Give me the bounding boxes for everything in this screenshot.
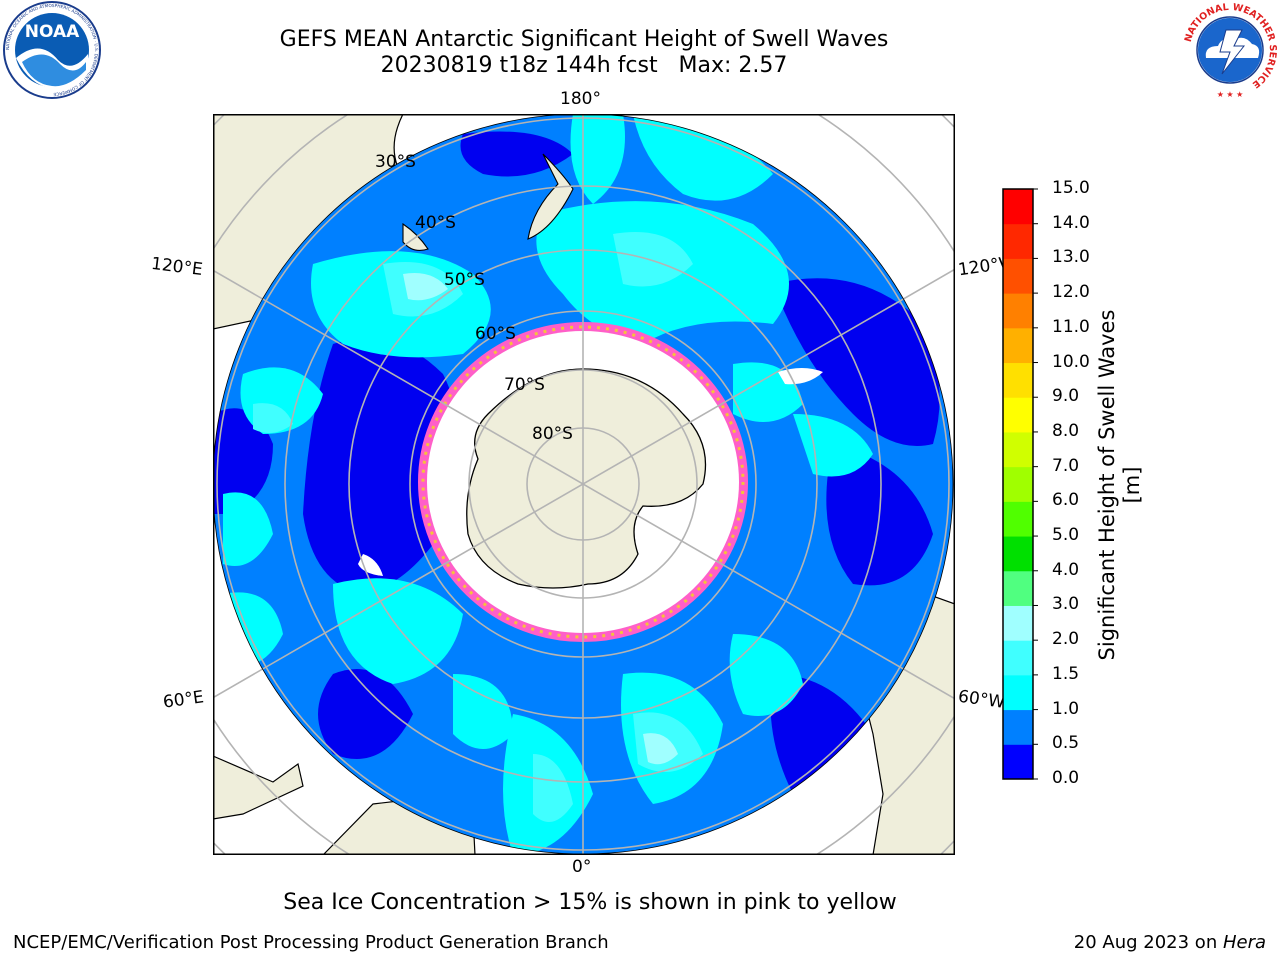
colorbar-label: Significant Height of Swell Waves [m] bbox=[1095, 309, 1144, 661]
colorbar-tick-label: 4.0 bbox=[1052, 559, 1080, 580]
colorbar-segment bbox=[1003, 431, 1033, 468]
colorbar-tick-label: 10.0 bbox=[1052, 351, 1090, 372]
antarctic-swell-map bbox=[213, 114, 955, 855]
colorbar-segment bbox=[1003, 501, 1033, 537]
footer-date-text: 20 Aug 2023 on bbox=[1073, 932, 1223, 953]
graticule bbox=[213, 114, 955, 855]
lon-label-60e: 60°E bbox=[161, 687, 206, 713]
colorbar-segment bbox=[1003, 570, 1033, 606]
colorbar-tick-label: 1.0 bbox=[1052, 698, 1080, 719]
sea-ice-caption: Sea Ice Concentration > 15% is shown in … bbox=[283, 890, 897, 915]
svg-text:★ ★ ★: ★ ★ ★ bbox=[1217, 90, 1244, 99]
colorbar-tick-label: 1.5 bbox=[1052, 663, 1080, 684]
colorbar-tick-label: 6.0 bbox=[1052, 490, 1080, 511]
colorbar-segment bbox=[1003, 466, 1033, 502]
swell-0.0-0.5 bbox=[213, 131, 940, 794]
antarctica-land bbox=[466, 368, 707, 589]
colorbar-tick-label: 0.5 bbox=[1052, 733, 1080, 754]
colorbar-tick-label: 2.0 bbox=[1052, 629, 1080, 650]
chart-title: GEFS MEAN Antarctic Significant Height o… bbox=[279, 27, 889, 52]
lat-label-70s: 70°S bbox=[504, 375, 545, 395]
lon-label-180: 180° bbox=[560, 89, 601, 109]
colorbar-tick-label: 0.0 bbox=[1052, 768, 1080, 788]
colorbar-segment bbox=[1003, 640, 1033, 676]
footer-system: Hera bbox=[1222, 932, 1266, 953]
colorbar-tick-label: 7.0 bbox=[1052, 455, 1080, 476]
lat-label-30s: 30°S bbox=[375, 152, 416, 172]
colorbar-segment bbox=[1003, 674, 1033, 711]
colorbar-tick-label: 3.0 bbox=[1052, 594, 1080, 615]
lat-label-50s: 50°S bbox=[444, 270, 485, 290]
colorbar-segment bbox=[1003, 327, 1033, 364]
colorbar-segment bbox=[1003, 605, 1033, 641]
colorbar-tick-label: 9.0 bbox=[1052, 386, 1080, 407]
chart-subtitle: 20230819 t18z 144h fcst Max: 2.57 bbox=[380, 53, 788, 78]
lon-label-120e: 120°E bbox=[149, 253, 204, 281]
colorbar-tick-label: 5.0 bbox=[1052, 525, 1080, 546]
colorbar-segment bbox=[1003, 293, 1033, 329]
colorbar-tick-label: 13.0 bbox=[1052, 247, 1090, 268]
colorbar-tick-label: 12.0 bbox=[1052, 282, 1090, 303]
lon-label-0: 0° bbox=[572, 857, 592, 877]
lat-label-40s: 40°S bbox=[415, 213, 456, 233]
colorbar-tick-label: 15.0 bbox=[1052, 178, 1090, 198]
lat-label-80s: 80°S bbox=[532, 424, 573, 444]
colorbar-tick-label: 8.0 bbox=[1052, 420, 1080, 441]
colorbar-segment bbox=[1003, 258, 1033, 294]
noaa-logo: NOAA NATIONAL OCEANIC AND ATMOSPHERIC AD… bbox=[3, 1, 101, 99]
footer-date: 20 Aug 2023 on Hera bbox=[1074, 932, 1266, 953]
colorbar-segment bbox=[1003, 536, 1033, 572]
swell-2.0-3.0 bbox=[403, 273, 678, 765]
colorbar-segment bbox=[1003, 189, 1033, 225]
colorbar-segment bbox=[1003, 744, 1033, 780]
colorbar-segment bbox=[1003, 397, 1033, 433]
nws-logo: NATIONAL WEATHER SERVICE ★ ★ ★ bbox=[1183, 2, 1278, 99]
colorbar-segment bbox=[1003, 362, 1033, 398]
lat-label-60s: 60°S bbox=[475, 324, 516, 344]
colorbar-tick-label: 14.0 bbox=[1052, 212, 1090, 233]
footer-credit: NCEP/EMC/Verification Post Processing Pr… bbox=[13, 932, 609, 953]
colorbar bbox=[1002, 188, 1038, 780]
colorbar-tick-label: 11.0 bbox=[1052, 316, 1090, 337]
colorbar-segment bbox=[1003, 223, 1033, 259]
colorbar-segment bbox=[1003, 709, 1033, 745]
noaa-logo-text: NOAA bbox=[25, 22, 80, 42]
